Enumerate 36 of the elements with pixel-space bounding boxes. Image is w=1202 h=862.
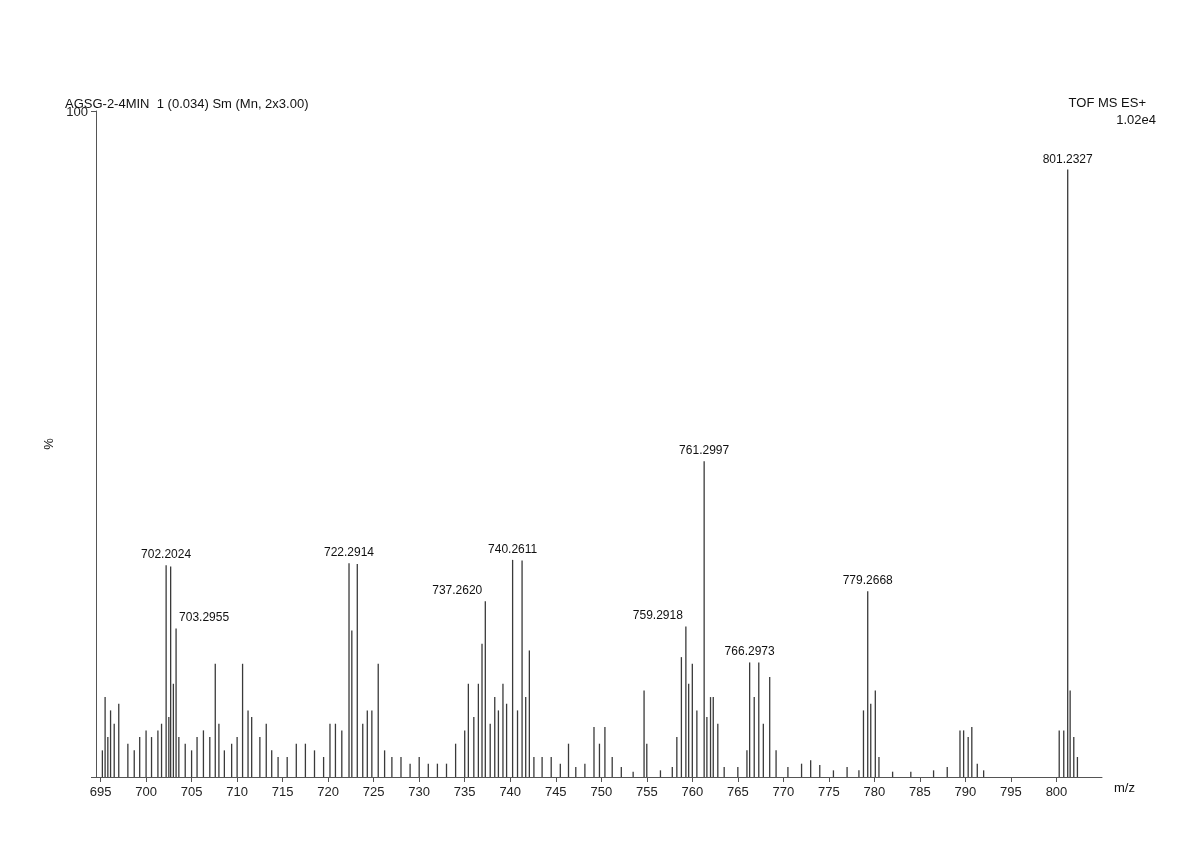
text: TOF MS ES+ bbox=[1068, 95, 1147, 110]
annotation: 766.2973 bbox=[724, 644, 775, 659]
annotation: 801.2327 bbox=[1042, 151, 1094, 166]
x-tick-label: 740 bbox=[499, 784, 522, 799]
x-tick-label: 705 bbox=[180, 784, 203, 799]
annotation: 779.2668 bbox=[842, 573, 894, 588]
x-tick-label: 710 bbox=[226, 784, 248, 799]
x-tick-label: 765 bbox=[726, 784, 749, 799]
x-tick-label: 800 bbox=[1045, 784, 1068, 799]
x-tick-label: 735 bbox=[453, 784, 476, 799]
x-tick-label: 790 bbox=[954, 784, 977, 799]
x-axis-title: m/z bbox=[1114, 780, 1135, 795]
annotation: 761.2997 bbox=[679, 443, 730, 458]
x-tick-label: 700 bbox=[135, 784, 157, 799]
x-tick-label: 695 bbox=[89, 784, 112, 799]
x-tick-label: 720 bbox=[317, 784, 340, 799]
y-axis-title: % bbox=[41, 437, 57, 450]
x-tick-label: 750 bbox=[590, 784, 613, 799]
x-tick-label: 745 bbox=[544, 784, 567, 799]
annotation: 737.2620 bbox=[432, 583, 483, 598]
annotation: 703.2955 bbox=[179, 610, 230, 625]
x-tick-label: 725 bbox=[362, 784, 385, 799]
x-tick-label: 770 bbox=[772, 784, 795, 799]
annotation: 702.2024 bbox=[141, 547, 192, 562]
x-tick-label: 775 bbox=[818, 784, 840, 799]
annotation: 722.2914 bbox=[323, 545, 375, 560]
x-tick-label: 760 bbox=[681, 784, 704, 799]
x-tick-label: 785 bbox=[909, 784, 931, 799]
x-tick-label: 730 bbox=[408, 784, 431, 799]
annotation: 759.2918 bbox=[632, 608, 684, 623]
annotation: 740.2611 bbox=[488, 541, 538, 556]
text: 1.02e4 bbox=[1116, 112, 1156, 127]
x-tick-label: 715 bbox=[271, 784, 294, 799]
x-tick-label: 780 bbox=[863, 784, 886, 799]
x-tick-label: 755 bbox=[635, 784, 658, 799]
x-tick-label: 795 bbox=[1000, 784, 1022, 799]
